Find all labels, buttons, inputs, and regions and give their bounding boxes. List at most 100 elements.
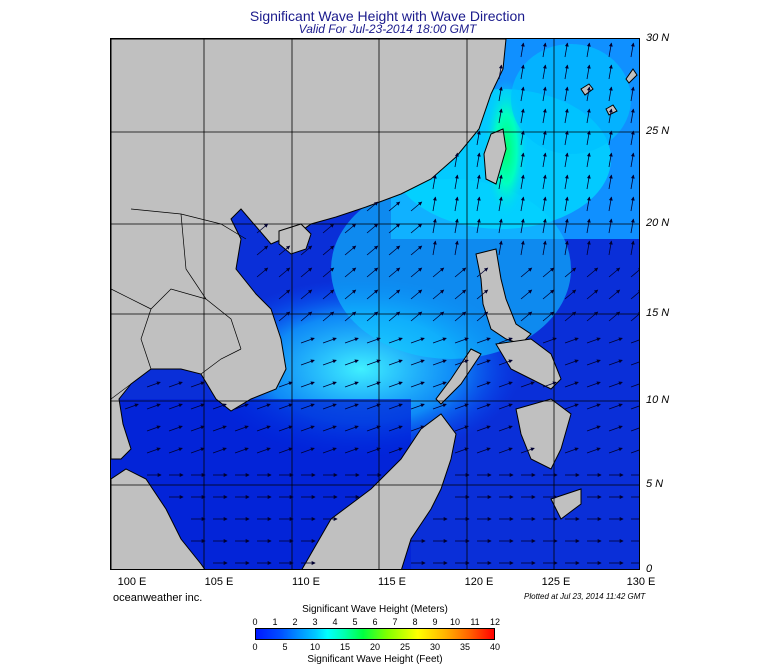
wave-arrow [168, 381, 183, 388]
wave-arrow [146, 403, 161, 410]
wave-arrow [630, 405, 639, 410]
wave-arrow [410, 245, 423, 256]
wave-arrow [432, 403, 447, 410]
legend-tick-meters: 10 [449, 617, 460, 627]
wave-arrow [542, 64, 547, 80]
wave-arrow [344, 267, 357, 278]
wave-arrow [388, 359, 403, 366]
wave-arrow [630, 152, 635, 168]
wave-arrow [344, 311, 357, 322]
wave-arrow [234, 447, 249, 454]
wave-arrow [586, 86, 591, 102]
lat-label-5n: 5 N [646, 478, 664, 490]
wave-arrow [322, 311, 335, 322]
wave-arrow [476, 403, 491, 410]
wave-arrow [498, 240, 503, 256]
wave-arrow [586, 267, 599, 278]
wave-arrow [212, 425, 227, 432]
wave-arrow [520, 64, 525, 80]
wave-arrow [520, 381, 535, 388]
wave-arrow [366, 289, 379, 300]
wave-arrow [300, 403, 315, 410]
wave-arrow [520, 152, 525, 168]
wave-arrow [212, 447, 227, 454]
wave-arrow [454, 196, 459, 212]
wave-arrow [432, 337, 447, 344]
land-malay-peninsula [111, 468, 206, 569]
wave-arrow [542, 174, 547, 190]
wave-arrow [608, 359, 623, 366]
wave-arrow [366, 311, 379, 322]
wave-arrow [520, 447, 535, 454]
land-ryukyu [580, 68, 638, 116]
wave-arrow [256, 267, 269, 278]
wave-arrow [476, 311, 489, 322]
wave-arrow [454, 218, 459, 234]
wave-arrow [410, 359, 425, 366]
wave-arrow [278, 403, 293, 410]
wave-arrow [388, 201, 401, 212]
wave-arrow [454, 311, 467, 322]
wave-arrow [564, 152, 569, 168]
wave-arrow [608, 196, 613, 212]
wave-arrow [608, 152, 613, 168]
lat-label-30n: 30 N [646, 32, 670, 44]
wave-arrow [476, 218, 481, 234]
legend-tick-feet: 35 [459, 642, 470, 652]
wave-arrow [630, 196, 635, 212]
lon-label-125e: 125 E [541, 576, 571, 588]
wave-arrow [168, 447, 183, 454]
wave-arrow [520, 108, 525, 124]
wave-arrow [256, 403, 271, 410]
legend-tick-meters: 4 [332, 617, 338, 627]
wave-arrow [432, 381, 447, 388]
legend-tick-feet: 10 [309, 642, 320, 652]
wave-arrow [454, 425, 469, 432]
wave-arrow [476, 381, 491, 388]
wave-arrow [300, 447, 315, 454]
wave-arrow [300, 381, 315, 388]
wave-arrow [498, 174, 503, 190]
wave-arrow [190, 447, 205, 454]
wave-arrow [410, 311, 423, 322]
wave-arrow [476, 289, 489, 300]
wave-arrow [498, 447, 513, 454]
wave-arrow [586, 447, 601, 454]
wave-arrow [388, 245, 401, 256]
wave-arrow [630, 130, 635, 146]
wave-arrow [322, 267, 335, 278]
wave-arrow [564, 403, 579, 410]
wave-arrow [344, 245, 357, 256]
wave-arrow [432, 267, 445, 278]
wave-arrow [586, 311, 599, 322]
wave-arrow [300, 289, 313, 300]
wave-arrow [410, 403, 425, 410]
lat-label-15n: 15 N [646, 307, 670, 319]
wave-arrow [476, 447, 491, 454]
wave-arrow [520, 130, 525, 146]
wave-arrow [586, 130, 591, 146]
wave-arrow [410, 267, 423, 278]
wave-arrow [410, 201, 423, 212]
wave-arrow [542, 86, 547, 102]
wave-arrow [520, 218, 525, 234]
wave-arrow [300, 337, 315, 344]
wave-arrow [388, 447, 403, 454]
wave-arrow [608, 130, 613, 146]
lon-label-100e: 100 E [117, 576, 147, 588]
lon-label-110e: 110 E [292, 576, 320, 588]
wave-arrow [322, 289, 335, 300]
wave-arrow [344, 425, 359, 432]
wave-arrow [300, 267, 313, 278]
lat-label-10n: 10 N [646, 394, 670, 406]
wave-arrow [476, 267, 489, 278]
legend-tick-meters: 9 [432, 617, 438, 627]
wave-arrow [608, 447, 623, 454]
wave-arrow [366, 223, 379, 234]
wave-arrow [608, 403, 623, 410]
wave-arrow [388, 403, 403, 410]
wave-arrow [366, 267, 379, 278]
wave-arrow [498, 359, 513, 366]
wave-arrow [608, 86, 613, 102]
wave-arrow [630, 383, 639, 388]
